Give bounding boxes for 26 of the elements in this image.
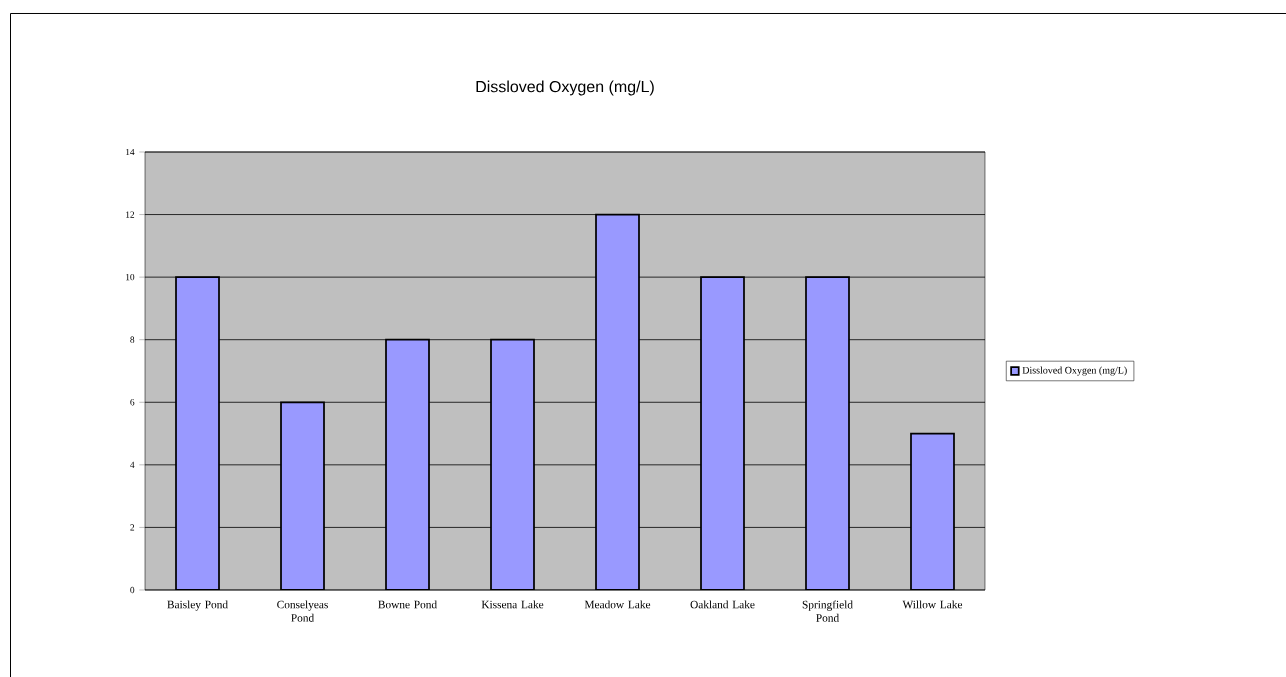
y-tick-label: 14 [126, 148, 135, 156]
bar [910, 432, 955, 590]
x-tick-label: Conselyeas Pond [277, 600, 328, 622]
x-tick-label: Bowne Pond [378, 600, 437, 609]
bar [700, 276, 745, 590]
bar [385, 338, 430, 590]
y-tick-label: 4 [130, 461, 135, 468]
x-tick-label: Willow Lake [902, 600, 963, 609]
bar [805, 276, 850, 590]
y-tick-label: 8 [130, 336, 135, 343]
bar [280, 401, 325, 590]
y-tick-label: 12 [126, 211, 135, 218]
bar [490, 338, 535, 590]
y-tick-label: 10 [126, 273, 135, 281]
y-tick-label: 0 [130, 586, 135, 594]
x-tick-label: Springfield Pond [802, 600, 853, 622]
y-tick-label: 6 [130, 399, 135, 406]
chart-title: Dissloved Oxygen (mg/L) [476, 80, 654, 96]
y-tick-label: 2 [130, 524, 135, 531]
x-tick-label: Baisley Pond [167, 600, 228, 611]
bar [175, 276, 220, 590]
legend-label: Dissloved Oxygen (mg/L) [1022, 366, 1127, 376]
bar [595, 213, 640, 590]
x-tick-label: Kissena Lake [481, 600, 544, 609]
x-tick-label: Meadow Lake [584, 600, 651, 609]
x-tick-label: Oakland Lake [690, 600, 755, 609]
